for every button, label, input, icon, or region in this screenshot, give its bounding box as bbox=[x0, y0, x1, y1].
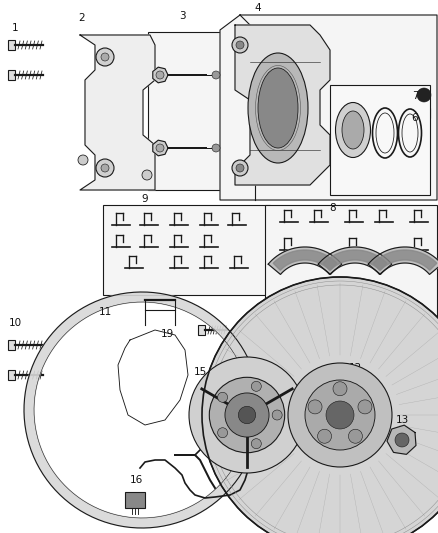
Text: 4: 4 bbox=[254, 3, 261, 13]
Circle shape bbox=[96, 159, 114, 177]
Polygon shape bbox=[373, 250, 437, 270]
Circle shape bbox=[156, 144, 164, 152]
Polygon shape bbox=[80, 35, 155, 190]
Circle shape bbox=[212, 144, 220, 152]
Polygon shape bbox=[8, 70, 15, 80]
Circle shape bbox=[96, 48, 114, 66]
Polygon shape bbox=[8, 40, 15, 50]
Circle shape bbox=[209, 377, 285, 453]
Polygon shape bbox=[273, 250, 337, 270]
Text: 6: 6 bbox=[412, 113, 418, 123]
Circle shape bbox=[318, 429, 332, 443]
Bar bbox=[148, 32, 232, 190]
Circle shape bbox=[236, 164, 244, 172]
Polygon shape bbox=[318, 247, 392, 274]
Ellipse shape bbox=[336, 102, 371, 157]
Circle shape bbox=[326, 401, 354, 429]
Circle shape bbox=[156, 71, 164, 79]
Circle shape bbox=[78, 155, 88, 165]
Bar bbox=[265, 205, 437, 385]
Ellipse shape bbox=[258, 68, 298, 148]
Polygon shape bbox=[220, 15, 437, 200]
Polygon shape bbox=[198, 325, 205, 335]
Circle shape bbox=[272, 410, 282, 420]
Ellipse shape bbox=[342, 111, 364, 149]
Polygon shape bbox=[387, 425, 416, 454]
Circle shape bbox=[189, 357, 305, 473]
Bar bbox=[103, 205, 270, 295]
Text: 1: 1 bbox=[12, 23, 18, 33]
Text: 3: 3 bbox=[179, 11, 185, 21]
Polygon shape bbox=[24, 292, 253, 528]
Circle shape bbox=[395, 433, 409, 447]
Text: 5: 5 bbox=[270, 87, 276, 97]
Circle shape bbox=[218, 392, 228, 402]
Circle shape bbox=[305, 380, 375, 450]
Circle shape bbox=[358, 400, 372, 414]
Text: 11: 11 bbox=[99, 307, 112, 317]
Text: 19: 19 bbox=[160, 329, 173, 339]
Circle shape bbox=[417, 88, 431, 102]
Text: 16: 16 bbox=[129, 475, 143, 485]
Circle shape bbox=[238, 406, 256, 424]
Circle shape bbox=[142, 170, 152, 180]
Text: 10: 10 bbox=[8, 318, 21, 328]
Polygon shape bbox=[323, 250, 387, 270]
Polygon shape bbox=[268, 247, 342, 274]
Circle shape bbox=[225, 393, 269, 437]
Circle shape bbox=[288, 363, 392, 467]
Polygon shape bbox=[368, 247, 438, 274]
Text: 9: 9 bbox=[141, 194, 148, 204]
Text: 15: 15 bbox=[193, 367, 207, 377]
Circle shape bbox=[251, 381, 261, 391]
Polygon shape bbox=[153, 67, 168, 83]
Bar bbox=[330, 85, 430, 195]
Polygon shape bbox=[8, 340, 15, 350]
Circle shape bbox=[212, 71, 220, 79]
Circle shape bbox=[251, 439, 261, 449]
Polygon shape bbox=[418, 108, 430, 118]
Circle shape bbox=[333, 382, 347, 395]
Circle shape bbox=[232, 160, 248, 176]
Polygon shape bbox=[235, 25, 330, 185]
Circle shape bbox=[232, 37, 248, 53]
Polygon shape bbox=[8, 370, 15, 380]
Circle shape bbox=[349, 429, 362, 443]
Bar bbox=[125, 492, 145, 508]
Text: 13: 13 bbox=[396, 415, 409, 425]
Polygon shape bbox=[153, 140, 168, 156]
Text: 7: 7 bbox=[412, 91, 418, 101]
Circle shape bbox=[218, 427, 228, 438]
Text: 12: 12 bbox=[348, 363, 362, 373]
Text: 8: 8 bbox=[330, 203, 336, 213]
Ellipse shape bbox=[248, 53, 308, 163]
Circle shape bbox=[236, 41, 244, 49]
Circle shape bbox=[101, 164, 109, 172]
Text: 2: 2 bbox=[79, 13, 85, 23]
Circle shape bbox=[202, 277, 438, 533]
Circle shape bbox=[101, 53, 109, 61]
Circle shape bbox=[308, 400, 322, 414]
